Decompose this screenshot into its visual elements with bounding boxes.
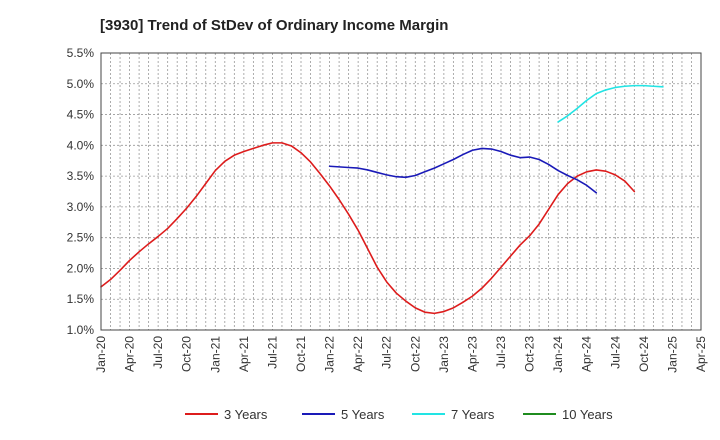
x-tick-label: Jul-20 [151, 336, 165, 369]
legend-label-0: 3 Years [224, 407, 268, 422]
x-tick-label: Jan-20 [94, 336, 108, 373]
y-tick-label: 4.5% [67, 108, 95, 122]
series-line-0 [100, 142, 636, 315]
x-tick-label: Jan-22 [323, 336, 337, 373]
x-tick-label: Jan-23 [437, 336, 451, 373]
plot-area [101, 53, 701, 330]
x-tick-label: Oct-21 [294, 336, 308, 372]
legend-label-2: 7 Years [451, 407, 495, 422]
y-tick-label: 2.0% [67, 261, 95, 275]
x-tick-label: Apr-25 [694, 336, 708, 372]
x-tick-label: Jan-25 [665, 336, 679, 373]
x-tick-label: Oct-23 [523, 336, 537, 372]
x-tick-label: Jul-21 [265, 336, 279, 369]
x-tick-label: Apr-23 [465, 336, 479, 372]
chart-title: [3930] Trend of StDev of Ordinary Income… [100, 17, 448, 34]
x-tick-label: Apr-21 [237, 336, 251, 372]
x-tick-label: Jan-24 [551, 336, 565, 373]
x-tick-label: Apr-22 [351, 336, 365, 372]
y-tick-label: 3.5% [67, 169, 95, 183]
legend-label-3: 10 Years [562, 407, 613, 422]
y-tick-label: 5.0% [67, 77, 95, 91]
x-axis-ticks: Jan-20 Apr-20 Jul-20 Oct-20 Jan-21 Apr-21 Jul-… [94, 336, 708, 373]
series-line-1 [328, 147, 598, 194]
y-tick-label: 3.0% [67, 200, 95, 214]
y-tick-label: 4.0% [67, 138, 95, 152]
x-tick-label: Oct-22 [408, 336, 422, 372]
x-tick-label: Jul-24 [608, 336, 622, 369]
x-tick-label: Oct-24 [637, 336, 651, 372]
y-tick-label: 1.5% [67, 292, 95, 306]
plot-border [100, 52, 702, 331]
legend: 3 Years 5 Years 7 Years 10 Years [185, 407, 613, 422]
x-tick-label: Jul-23 [494, 336, 508, 369]
y-tick-label: 5.5% [67, 46, 95, 60]
x-tick-label: Apr-20 [123, 336, 137, 372]
series-lines [100, 84, 664, 315]
series-line-2 [557, 84, 664, 123]
x-tick-label: Oct-20 [180, 336, 194, 372]
x-tick-label: Apr-24 [580, 336, 594, 372]
y-tick-label: 1.0% [67, 323, 95, 337]
y-tick-label: 2.5% [67, 231, 95, 245]
y-axis-ticks: 1.0% 1.5% 2.0% 2.5% 3.0% 3.5% 4.0% 4.5% 5.0% 5.5% [67, 46, 95, 337]
legend-label-1: 5 Years [341, 407, 385, 422]
x-tick-label: Jul-22 [380, 336, 394, 369]
x-tick-label: Jan-21 [208, 336, 222, 373]
